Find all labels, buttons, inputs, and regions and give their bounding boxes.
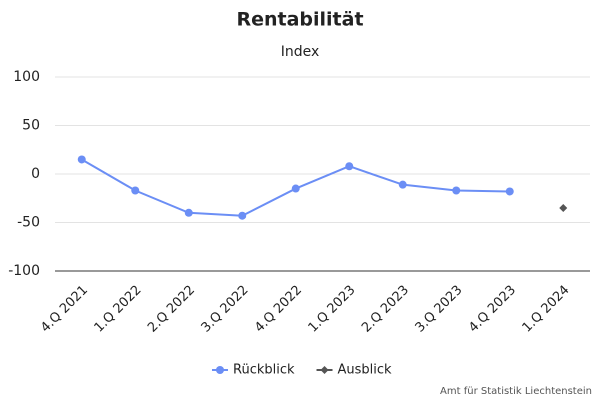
x-tick-label: 2.Q 2023: [359, 283, 412, 336]
y-tick-label: -100: [8, 263, 40, 279]
data-point: [291, 184, 300, 193]
data-point: [398, 180, 407, 189]
chart-title: Rentabilität: [236, 9, 363, 31]
data-point: [77, 155, 86, 164]
x-tick-label: 4.Q 2023: [466, 283, 519, 336]
data-point: [505, 187, 514, 196]
data-point: [131, 186, 140, 195]
y-tick-label: 0: [31, 166, 40, 182]
data-point: [452, 186, 461, 195]
legend-marker: [320, 366, 329, 374]
x-tick-label: 1.Q 2022: [92, 283, 145, 336]
data-point: [559, 203, 568, 212]
y-tick-label: 50: [22, 118, 40, 134]
x-tick-label: 3.Q 2022: [199, 283, 252, 336]
x-tick-label: 3.Q 2023: [413, 283, 466, 336]
data-point: [345, 162, 354, 171]
data-point: [184, 208, 193, 217]
data-point: [238, 211, 247, 220]
y-tick-label: 100: [13, 69, 40, 85]
x-tick-label: 2.Q 2022: [145, 283, 198, 336]
x-tick-label: 1.Q 2023: [306, 283, 359, 336]
chart-subtitle: Index: [281, 44, 320, 60]
credit: Amt für Statistik Liechtenstein: [440, 386, 592, 397]
x-tick-label: 4.Q 2022: [252, 283, 305, 336]
x-tick-label: 4.Q 2021: [38, 283, 91, 336]
legend-label: Rückblick: [233, 363, 295, 378]
legend-marker: [216, 366, 224, 374]
legend-label: Ausblick: [338, 363, 393, 378]
x-tick-label: 1.Q 2024: [520, 283, 573, 336]
y-tick-label: -50: [17, 215, 40, 231]
